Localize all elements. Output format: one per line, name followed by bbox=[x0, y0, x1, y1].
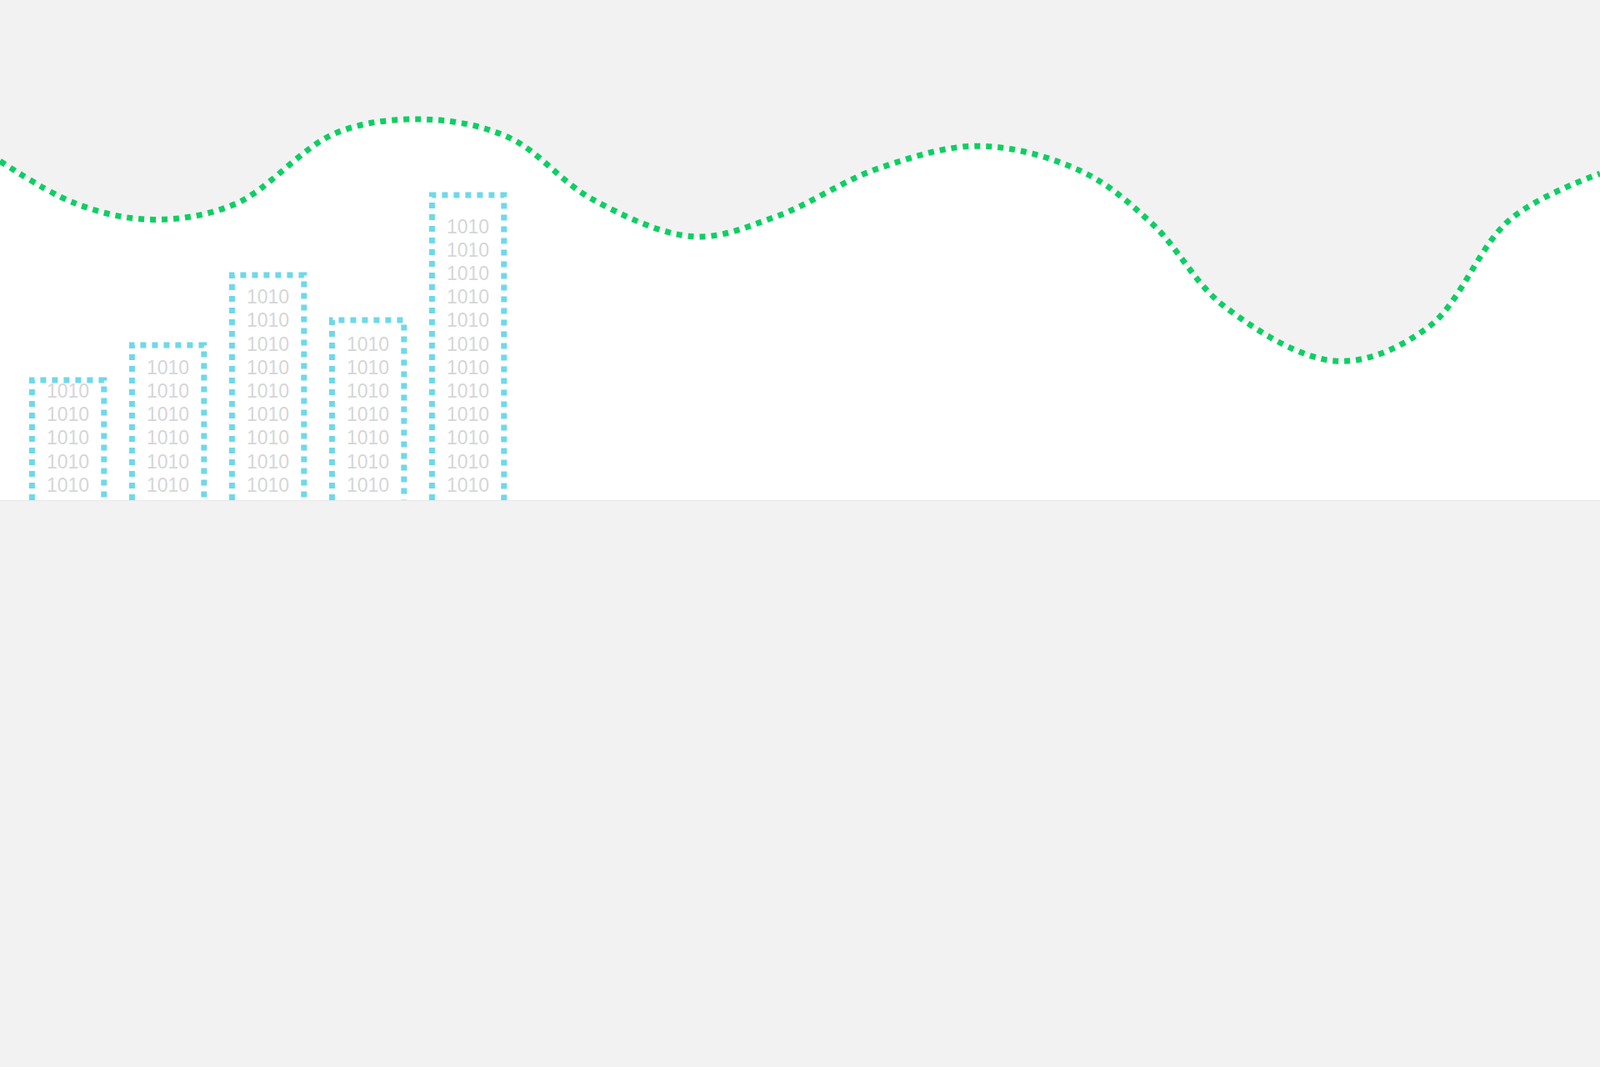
svg-text:1010: 1010 bbox=[246, 474, 290, 496]
svg-text:1010: 1010 bbox=[46, 450, 90, 473]
svg-text:1010: 1010 bbox=[346, 450, 390, 473]
svg-text:1010: 1010 bbox=[246, 285, 290, 308]
svg-text:1010: 1010 bbox=[146, 474, 190, 496]
svg-text:1010: 1010 bbox=[46, 474, 90, 496]
svg-text:1010: 1010 bbox=[246, 450, 290, 473]
svg-text:1010: 1010 bbox=[446, 356, 490, 379]
svg-text:1010: 1010 bbox=[146, 450, 190, 473]
svg-text:1010: 1010 bbox=[246, 403, 290, 425]
svg-text:1010: 1010 bbox=[446, 262, 490, 285]
svg-text:1010: 1010 bbox=[346, 426, 390, 449]
svg-text:1010: 1010 bbox=[246, 333, 290, 355]
svg-text:1010: 1010 bbox=[146, 356, 190, 379]
svg-text:1010: 1010 bbox=[446, 403, 490, 425]
svg-text:1010: 1010 bbox=[446, 309, 490, 331]
svg-text:1010: 1010 bbox=[346, 333, 390, 355]
svg-text:1010: 1010 bbox=[446, 426, 490, 449]
svg-text:1010: 1010 bbox=[446, 450, 490, 473]
svg-text:1010: 1010 bbox=[346, 403, 390, 425]
svg-text:1010: 1010 bbox=[246, 426, 290, 449]
svg-text:1010: 1010 bbox=[246, 356, 290, 379]
svg-text:1010: 1010 bbox=[446, 285, 490, 308]
svg-text:1010: 1010 bbox=[146, 403, 190, 425]
svg-text:1010: 1010 bbox=[446, 215, 490, 238]
svg-text:1010: 1010 bbox=[46, 403, 90, 425]
svg-text:1010: 1010 bbox=[146, 380, 190, 402]
svg-text:1010: 1010 bbox=[46, 426, 90, 449]
svg-text:1010: 1010 bbox=[346, 380, 390, 402]
svg-text:1010: 1010 bbox=[346, 474, 390, 496]
svg-text:1010: 1010 bbox=[146, 426, 190, 449]
svg-text:1010: 1010 bbox=[446, 380, 490, 402]
svg-text:1010: 1010 bbox=[346, 356, 390, 379]
svg-text:1010: 1010 bbox=[246, 309, 290, 331]
svg-text:1010: 1010 bbox=[46, 380, 90, 402]
svg-text:1010: 1010 bbox=[446, 474, 490, 496]
svg-text:1010: 1010 bbox=[246, 380, 290, 402]
svg-text:1010: 1010 bbox=[446, 333, 490, 355]
svg-text:1010: 1010 bbox=[446, 239, 490, 261]
